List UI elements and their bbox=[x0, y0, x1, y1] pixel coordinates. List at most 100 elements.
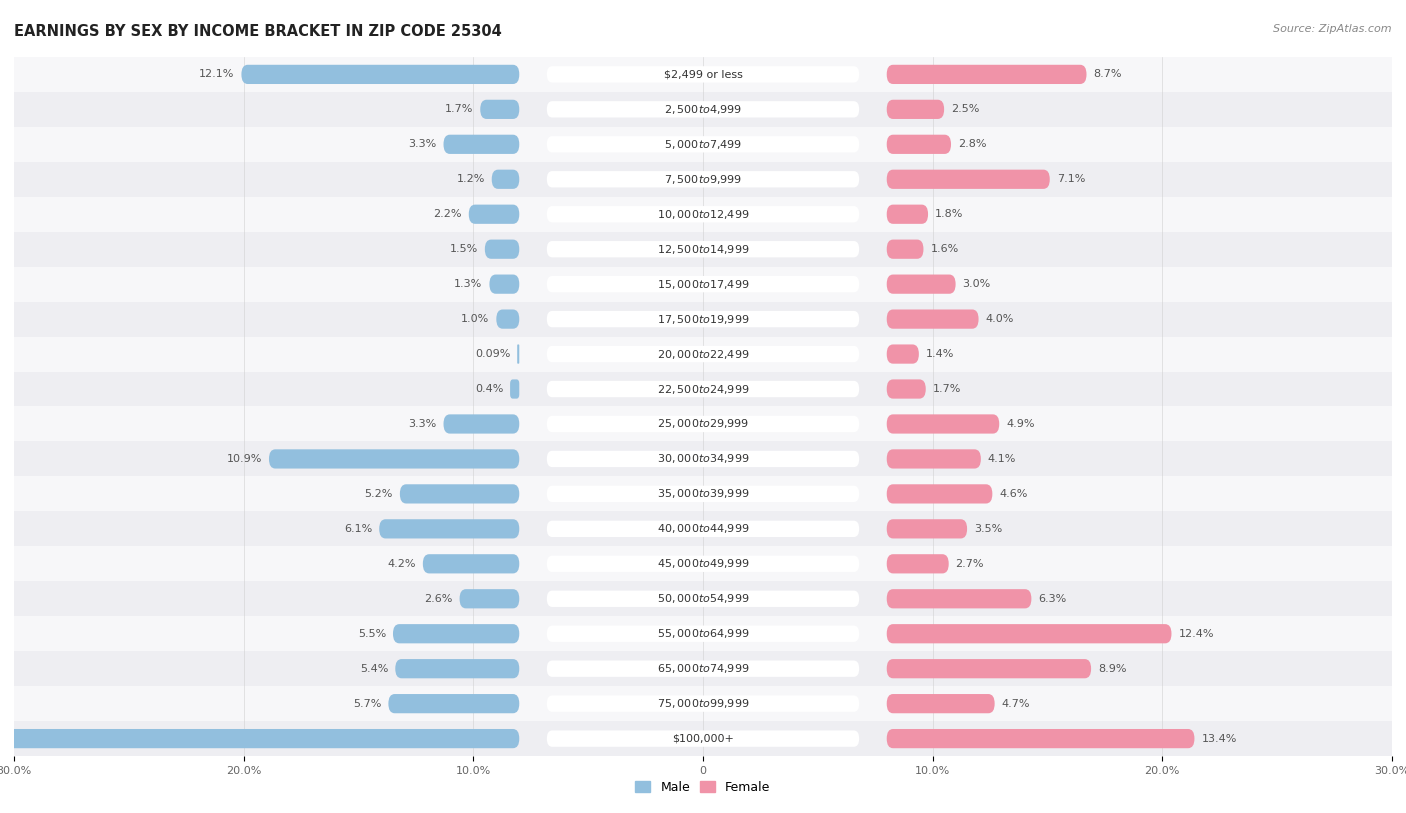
Bar bbox=[14, 686, 1392, 721]
Bar bbox=[14, 232, 1392, 267]
FancyBboxPatch shape bbox=[517, 345, 519, 363]
FancyBboxPatch shape bbox=[547, 730, 859, 747]
FancyBboxPatch shape bbox=[380, 520, 519, 538]
Text: 12.1%: 12.1% bbox=[200, 69, 235, 80]
Text: 3.3%: 3.3% bbox=[408, 139, 437, 150]
Text: 5.2%: 5.2% bbox=[364, 489, 392, 499]
FancyBboxPatch shape bbox=[547, 346, 859, 363]
Text: $40,000 to $44,999: $40,000 to $44,999 bbox=[657, 523, 749, 535]
FancyBboxPatch shape bbox=[0, 729, 519, 748]
FancyBboxPatch shape bbox=[388, 694, 519, 713]
Bar bbox=[14, 267, 1392, 302]
FancyBboxPatch shape bbox=[887, 240, 924, 259]
Text: 1.8%: 1.8% bbox=[935, 209, 963, 220]
Bar bbox=[14, 721, 1392, 756]
Text: 2.5%: 2.5% bbox=[950, 104, 980, 115]
FancyBboxPatch shape bbox=[547, 136, 859, 153]
Text: $15,000 to $17,499: $15,000 to $17,499 bbox=[657, 278, 749, 290]
Text: 5.5%: 5.5% bbox=[359, 628, 387, 639]
Text: 8.9%: 8.9% bbox=[1098, 663, 1126, 674]
FancyBboxPatch shape bbox=[887, 485, 993, 503]
Bar bbox=[14, 197, 1392, 232]
Bar bbox=[14, 441, 1392, 476]
Text: 1.7%: 1.7% bbox=[444, 104, 474, 115]
Text: 4.1%: 4.1% bbox=[988, 454, 1017, 464]
FancyBboxPatch shape bbox=[887, 415, 1000, 433]
Text: 2.7%: 2.7% bbox=[956, 559, 984, 569]
Text: 8.7%: 8.7% bbox=[1094, 69, 1122, 80]
Text: 13.4%: 13.4% bbox=[1201, 733, 1237, 744]
Bar bbox=[14, 372, 1392, 406]
Bar bbox=[14, 476, 1392, 511]
Text: 5.4%: 5.4% bbox=[360, 663, 388, 674]
Text: 6.3%: 6.3% bbox=[1038, 593, 1067, 604]
Text: 3.0%: 3.0% bbox=[963, 279, 991, 289]
FancyBboxPatch shape bbox=[547, 276, 859, 293]
Bar bbox=[14, 616, 1392, 651]
Text: 12.4%: 12.4% bbox=[1178, 628, 1213, 639]
Text: 4.9%: 4.9% bbox=[1007, 419, 1035, 429]
Text: $22,500 to $24,999: $22,500 to $24,999 bbox=[657, 383, 749, 395]
FancyBboxPatch shape bbox=[269, 450, 519, 468]
FancyBboxPatch shape bbox=[547, 555, 859, 572]
FancyBboxPatch shape bbox=[443, 135, 519, 154]
FancyBboxPatch shape bbox=[887, 589, 1032, 608]
Text: 2.2%: 2.2% bbox=[433, 209, 461, 220]
Text: EARNINGS BY SEX BY INCOME BRACKET IN ZIP CODE 25304: EARNINGS BY SEX BY INCOME BRACKET IN ZIP… bbox=[14, 24, 502, 39]
FancyBboxPatch shape bbox=[887, 275, 956, 293]
Bar bbox=[14, 127, 1392, 162]
FancyBboxPatch shape bbox=[492, 170, 519, 189]
Text: 2.8%: 2.8% bbox=[957, 139, 987, 150]
FancyBboxPatch shape bbox=[547, 415, 859, 433]
Bar bbox=[14, 546, 1392, 581]
FancyBboxPatch shape bbox=[547, 206, 859, 223]
Legend: Male, Female: Male, Female bbox=[630, 776, 776, 799]
FancyBboxPatch shape bbox=[887, 624, 1171, 643]
Text: $65,000 to $74,999: $65,000 to $74,999 bbox=[657, 663, 749, 675]
Text: 3.5%: 3.5% bbox=[974, 524, 1002, 534]
Text: 5.7%: 5.7% bbox=[353, 698, 381, 709]
Bar bbox=[14, 337, 1392, 372]
FancyBboxPatch shape bbox=[887, 659, 1091, 678]
FancyBboxPatch shape bbox=[547, 380, 859, 398]
FancyBboxPatch shape bbox=[547, 66, 859, 83]
Text: 10.9%: 10.9% bbox=[226, 454, 262, 464]
FancyBboxPatch shape bbox=[887, 380, 925, 398]
Text: $50,000 to $54,999: $50,000 to $54,999 bbox=[657, 593, 749, 605]
Text: Source: ZipAtlas.com: Source: ZipAtlas.com bbox=[1274, 24, 1392, 34]
FancyBboxPatch shape bbox=[887, 65, 1087, 84]
Text: $100,000+: $100,000+ bbox=[672, 733, 734, 744]
FancyBboxPatch shape bbox=[887, 450, 981, 468]
FancyBboxPatch shape bbox=[547, 171, 859, 188]
FancyBboxPatch shape bbox=[547, 625, 859, 642]
Text: 2.6%: 2.6% bbox=[425, 593, 453, 604]
Text: $12,500 to $14,999: $12,500 to $14,999 bbox=[657, 243, 749, 255]
FancyBboxPatch shape bbox=[510, 380, 519, 398]
Text: 3.3%: 3.3% bbox=[408, 419, 437, 429]
FancyBboxPatch shape bbox=[547, 660, 859, 677]
FancyBboxPatch shape bbox=[887, 345, 920, 363]
FancyBboxPatch shape bbox=[460, 589, 519, 608]
Text: 4.2%: 4.2% bbox=[388, 559, 416, 569]
Bar bbox=[14, 92, 1392, 127]
Text: $7,500 to $9,999: $7,500 to $9,999 bbox=[664, 173, 742, 185]
FancyBboxPatch shape bbox=[399, 485, 519, 503]
Text: $2,500 to $4,999: $2,500 to $4,999 bbox=[664, 103, 742, 115]
FancyBboxPatch shape bbox=[887, 100, 945, 119]
Text: 1.3%: 1.3% bbox=[454, 279, 482, 289]
FancyBboxPatch shape bbox=[242, 65, 519, 84]
Bar bbox=[14, 162, 1392, 197]
Text: 4.7%: 4.7% bbox=[1001, 698, 1031, 709]
FancyBboxPatch shape bbox=[489, 275, 519, 293]
Text: 0.4%: 0.4% bbox=[475, 384, 503, 394]
FancyBboxPatch shape bbox=[481, 100, 519, 119]
FancyBboxPatch shape bbox=[887, 310, 979, 328]
Bar bbox=[14, 651, 1392, 686]
Text: 1.7%: 1.7% bbox=[932, 384, 962, 394]
Text: $25,000 to $29,999: $25,000 to $29,999 bbox=[657, 418, 749, 430]
Text: $55,000 to $64,999: $55,000 to $64,999 bbox=[657, 628, 749, 640]
FancyBboxPatch shape bbox=[468, 205, 519, 224]
Bar bbox=[14, 581, 1392, 616]
FancyBboxPatch shape bbox=[496, 310, 519, 328]
Text: 0.09%: 0.09% bbox=[475, 349, 510, 359]
